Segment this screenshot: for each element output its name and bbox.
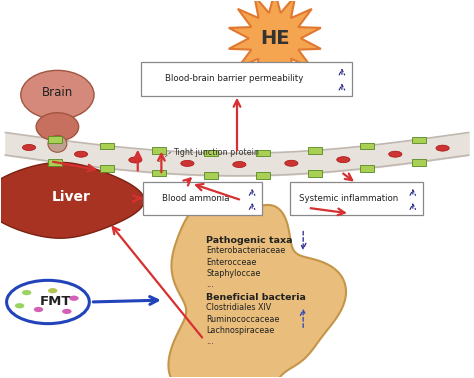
Bar [360,143,374,149]
Bar [309,170,321,177]
Ellipse shape [34,307,43,312]
Ellipse shape [15,303,24,308]
Text: Blood-brain barrier permeability: Blood-brain barrier permeability [165,74,303,83]
Text: Enterobacteriaceae: Enterobacteriaceae [206,246,285,255]
Bar [48,159,62,166]
Ellipse shape [48,135,67,152]
Bar [309,147,321,154]
Ellipse shape [389,151,402,157]
Bar [360,165,374,172]
Bar [204,150,218,156]
Polygon shape [229,0,321,85]
Text: FMT: FMT [39,296,71,308]
Bar [256,172,270,179]
Ellipse shape [233,161,246,167]
Bar [153,170,165,177]
Text: HE: HE [260,29,290,48]
Text: Systemic inflammation: Systemic inflammation [299,194,398,203]
Ellipse shape [436,145,449,151]
Ellipse shape [74,151,88,157]
Bar [100,143,114,149]
Ellipse shape [22,290,31,295]
FancyBboxPatch shape [290,182,423,215]
Bar [204,172,218,179]
Ellipse shape [181,160,194,166]
Bar [412,159,426,166]
Text: Staphyloccae: Staphyloccae [206,269,261,278]
Text: ...: ... [206,280,214,289]
Text: Lachnospiraceae: Lachnospiraceae [206,326,274,335]
Ellipse shape [337,156,350,163]
Ellipse shape [22,144,36,150]
Ellipse shape [69,296,79,301]
Bar [48,136,62,143]
Polygon shape [168,201,346,378]
Ellipse shape [285,160,298,166]
Ellipse shape [129,157,142,163]
Text: ...: ... [206,338,214,346]
Text: Tight junction protein: Tight junction protein [173,147,259,156]
Ellipse shape [21,70,94,119]
Text: Clostridiales XIV: Clostridiales XIV [206,304,272,313]
Text: Enterocceae: Enterocceae [206,257,256,266]
FancyBboxPatch shape [144,182,262,215]
Text: Beneficial bacteria: Beneficial bacteria [206,293,306,302]
FancyBboxPatch shape [141,62,352,96]
Bar [100,165,114,172]
Bar [153,147,165,154]
Bar [412,136,426,143]
Text: Blood ammonia: Blood ammonia [162,194,229,203]
Bar [256,150,270,156]
Ellipse shape [48,288,57,293]
Text: Pathogenic taxa: Pathogenic taxa [206,236,293,245]
Ellipse shape [7,280,89,324]
Ellipse shape [62,309,72,314]
Text: Brain: Brain [42,87,73,99]
Polygon shape [0,163,144,238]
Text: Liver: Liver [52,189,91,203]
Text: Ruminococcaceae: Ruminococcaceae [206,315,280,324]
Ellipse shape [36,113,79,141]
